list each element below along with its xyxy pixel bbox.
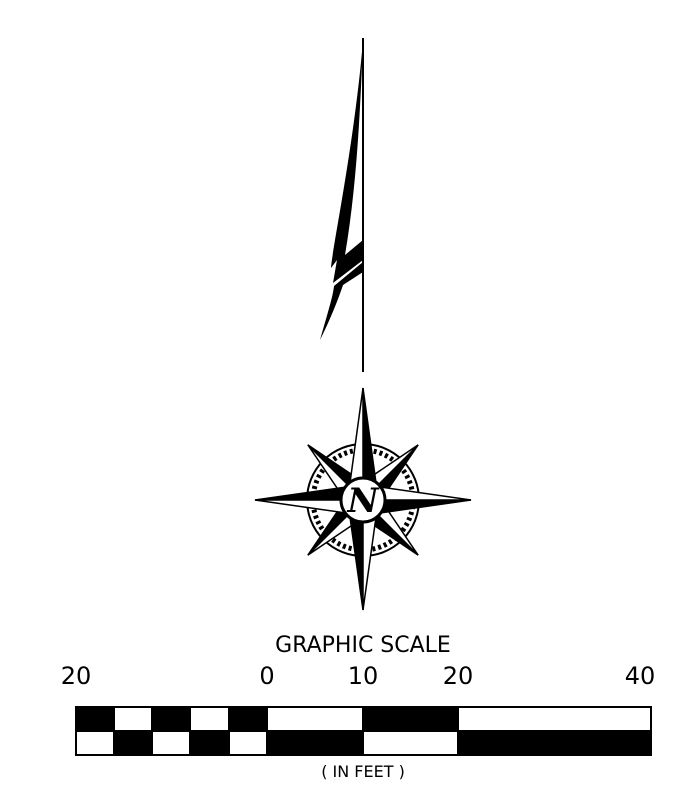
scale-unit: ( IN FEET ) <box>321 762 405 781</box>
compass-letter: N <box>346 481 380 521</box>
compass-rose <box>254 387 472 611</box>
scale-tick-label: 40 <box>625 662 656 690</box>
scale-bar <box>75 706 652 756</box>
scale-tick-label: 0 <box>259 662 274 690</box>
north-arrow <box>320 38 364 372</box>
scale-tick-label: 20 <box>443 662 474 690</box>
scale-tick-label: 10 <box>348 662 379 690</box>
compass-center <box>339 476 387 524</box>
rose-center <box>339 476 387 524</box>
scale-ticks: 20 0 10 20 40 <box>61 662 656 690</box>
scale-tick-label: 20 <box>61 662 92 690</box>
scale-title: GRAPHIC SCALE <box>275 633 451 658</box>
